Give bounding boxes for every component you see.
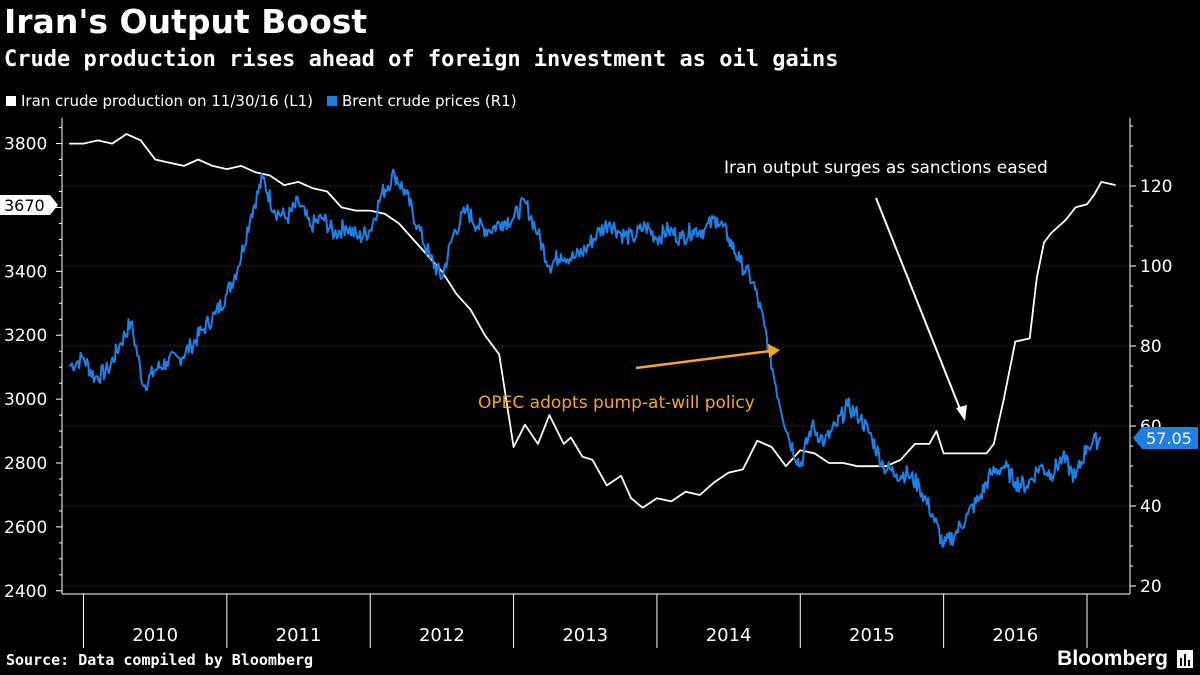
x-tick-label-2012: 2012 [419,625,465,646]
last-value-right-label: 57.05 [1133,427,1198,449]
x-tick-label-2013: 2013 [562,625,608,646]
y-left-tick-label: 2800 [4,454,47,474]
y-right-tick-label: 120 [1140,177,1172,197]
legend-swatch-blue [327,96,338,106]
x-tick-label-2014: 2014 [706,625,752,646]
series-iran-production-line [69,133,1116,509]
plot-area [62,118,1130,594]
svg-text:3670: 3670 [4,196,45,215]
y-right-axis: 20406080100120 [1129,118,1172,597]
y-left-tick-label: 2400 [4,582,47,602]
legend-label: Iran crude production on 11/30/16 (L1) [21,92,314,110]
y-right-tick-label: 20 [1140,577,1162,597]
legend-item-iran-production: Iran crude production on 11/30/16 (L1) [6,92,313,110]
series-layer [68,133,1116,548]
y-left-tick-label: 2600 [4,518,47,538]
source-note: Source: Data compiled by Bloomberg [6,651,314,669]
y-left-tick-label: 3000 [4,390,47,410]
sanctions-arrow [875,197,967,421]
chart-title: Iran's Output Boost [4,2,368,41]
y-left-tick-label: 3400 [4,262,47,282]
x-axis: 2010 2011 2012 2013 2014 2015 2016 [62,593,1130,648]
y-left-tick-label: 3800 [4,135,47,155]
x-tick-label-2010: 2010 [132,625,178,646]
legend-swatch-white [6,96,16,106]
opec-arrow [635,344,780,370]
bloomberg-terminal-icon [1177,650,1193,668]
bloomberg-logo: Bloomberg [1057,647,1168,670]
svg-text:57.05: 57.05 [1146,429,1192,448]
last-value-left-label: 3670 [0,195,58,215]
chart-subtitle: Crude production rises ahead of foreign … [4,47,839,72]
annotation-opec: OPEC adopts pump-at-will policy [478,393,755,413]
x-tick-label-2016: 2016 [992,625,1038,646]
y-left-axis: 24002600280030003200340036003800 [4,118,63,602]
y-right-tick-label: 80 [1140,337,1162,357]
y-right-tick-label: 100 [1140,257,1172,277]
x-tick-label-2015: 2015 [849,625,895,646]
annotation-sanctions: Iran output surges as sanctions eased [724,158,1048,178]
y-left-tick-label: 3200 [4,326,47,346]
legend-label: Brent crude prices (R1) [342,92,517,110]
series-brent-price-line [68,168,1102,548]
legend: Iran crude production on 11/30/16 (L1) B… [6,90,531,112]
legend-item-brent-prices: Brent crude prices (R1) [327,92,517,110]
x-tick-label-2011: 2011 [276,625,322,646]
y-right-tick-label: 40 [1140,497,1162,517]
